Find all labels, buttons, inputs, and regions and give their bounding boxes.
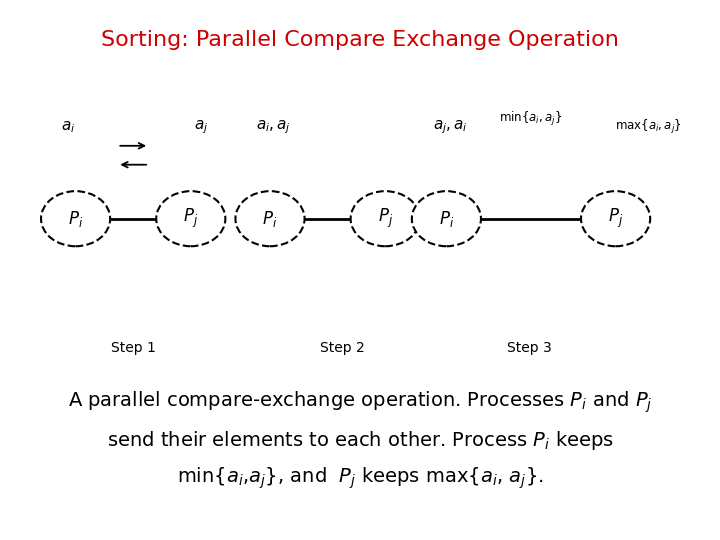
Ellipse shape bbox=[156, 191, 225, 246]
Text: $a_j$: $a_j$ bbox=[194, 118, 209, 136]
Text: min{$a_i$,$a_j$}, and  $P_j$ keeps max{$a_i$, $a_j$}.: min{$a_i$,$a_j$}, and $P_j$ keeps max{$a… bbox=[176, 465, 544, 491]
Text: $\mathrm{max}\{a_i, a_j\}$: $\mathrm{max}\{a_i, a_j\}$ bbox=[615, 118, 681, 136]
Text: A parallel compare-exchange operation. Processes $P_i$ and $P_j$: A parallel compare-exchange operation. P… bbox=[68, 389, 652, 415]
Ellipse shape bbox=[41, 191, 110, 246]
Text: $\mathrm{min}\{a_i, a_j\}$: $\mathrm{min}\{a_i, a_j\}$ bbox=[500, 110, 562, 128]
Ellipse shape bbox=[581, 191, 650, 246]
Text: Step 1: Step 1 bbox=[111, 341, 156, 355]
Text: $P_{i}$: $P_{i}$ bbox=[438, 208, 454, 229]
Text: $a_i$: $a_i$ bbox=[61, 119, 76, 135]
Text: $P_{i}$: $P_{i}$ bbox=[262, 208, 278, 229]
Text: $a_j, a_i$: $a_j, a_i$ bbox=[433, 118, 467, 136]
Ellipse shape bbox=[235, 191, 305, 246]
Text: Sorting: Parallel Compare Exchange Operation: Sorting: Parallel Compare Exchange Opera… bbox=[101, 30, 619, 50]
Text: send their elements to each other. Process $P_i$ keeps: send their elements to each other. Proce… bbox=[107, 429, 613, 451]
Ellipse shape bbox=[412, 191, 481, 246]
Text: Step 2: Step 2 bbox=[320, 341, 364, 355]
Text: $a_i, a_j$: $a_i, a_j$ bbox=[256, 118, 291, 136]
Text: $P_{j}$: $P_{j}$ bbox=[608, 207, 624, 230]
Ellipse shape bbox=[351, 191, 420, 246]
Text: $P_{i}$: $P_{i}$ bbox=[68, 208, 84, 229]
Text: Step 3: Step 3 bbox=[507, 341, 552, 355]
Text: $P_{j}$: $P_{j}$ bbox=[183, 207, 199, 230]
Text: $P_{j}$: $P_{j}$ bbox=[377, 207, 393, 230]
